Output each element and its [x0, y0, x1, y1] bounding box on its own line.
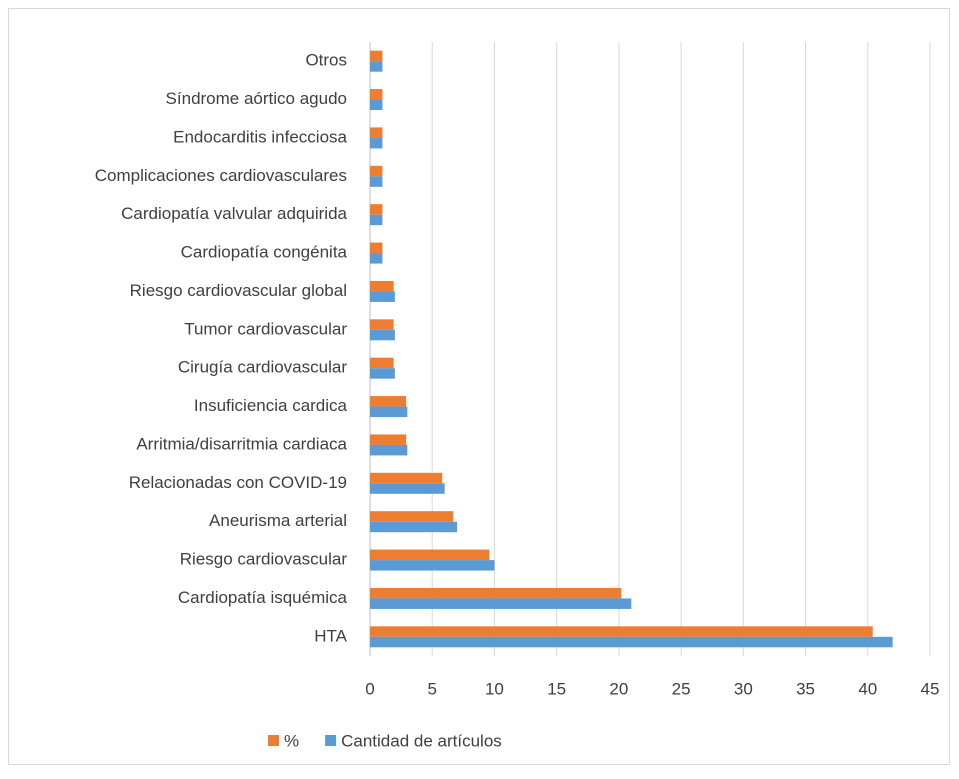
y-tick-label: Cardiopatía congénita — [181, 243, 348, 262]
bar — [370, 204, 383, 215]
bar — [370, 626, 873, 637]
bar — [370, 214, 383, 226]
legend-label: % — [284, 731, 299, 750]
x-tick-label: 35 — [796, 679, 815, 698]
bar — [370, 521, 458, 533]
y-tick-label: Riesgo cardiovascular — [180, 550, 348, 569]
bar — [370, 50, 383, 62]
legend-swatch — [325, 735, 337, 746]
bar — [370, 368, 395, 379]
bar — [370, 483, 445, 494]
legend-label: Cantidad de artículos — [341, 731, 502, 750]
legend-swatch — [268, 735, 279, 746]
y-tick-label: Relacionadas con COVID-19 — [129, 473, 347, 492]
x-tick-label: 20 — [609, 679, 628, 698]
y-tick-label: Síndrome aórtico agudo — [166, 89, 347, 108]
bar — [370, 444, 408, 456]
bar — [370, 242, 383, 254]
y-tick-label: Cardiopatía valvular adquirida — [121, 204, 347, 223]
bar — [370, 291, 395, 302]
x-tick-label: 40 — [858, 679, 877, 698]
x-tick-label: 15 — [547, 679, 566, 698]
bar — [370, 176, 383, 187]
y-tick-label: Otros — [305, 51, 347, 70]
bar — [370, 636, 893, 648]
bar — [370, 99, 383, 111]
x-tick-label: 10 — [485, 679, 504, 698]
bar — [370, 406, 408, 418]
bar — [370, 89, 383, 100]
bar — [370, 165, 383, 177]
x-tick-label: 25 — [672, 679, 691, 698]
bar — [370, 587, 622, 599]
y-tick-label: Cardiopatía isquémica — [178, 588, 348, 607]
bar — [370, 598, 632, 609]
bar — [370, 357, 394, 369]
y-tick-label: HTA — [314, 626, 347, 645]
bar — [370, 253, 383, 264]
y-tick-label: Cirugía cardiovascular — [178, 358, 347, 377]
y-tick-label: Riesgo cardiovascular global — [130, 281, 347, 300]
x-tick-label: 30 — [734, 679, 753, 698]
bar — [370, 319, 394, 330]
y-tick-label: Insuficiencia cardica — [194, 396, 348, 415]
bar — [370, 127, 383, 138]
bar — [370, 549, 490, 561]
y-tick-label: Tumor cardiovascular — [184, 319, 347, 338]
chart-border — [8, 8, 950, 765]
bar — [370, 396, 407, 407]
bar — [370, 137, 383, 149]
x-tick-label: 45 — [921, 679, 940, 698]
y-tick-label: Endocarditis infecciosa — [173, 127, 347, 146]
bar — [370, 280, 394, 292]
x-tick-label: 0 — [365, 679, 374, 698]
y-tick-label: Arritmia/disarritmia cardiaca — [136, 434, 347, 453]
bar — [370, 329, 395, 341]
bar — [370, 472, 443, 484]
bar — [370, 511, 454, 522]
bar — [370, 560, 495, 571]
bar — [370, 434, 407, 445]
x-tick-label: 5 — [427, 679, 436, 698]
bar — [370, 61, 383, 72]
y-tick-label: Aneurisma arterial — [209, 511, 347, 530]
y-tick-label: Complicaciones cardiovasculares — [95, 166, 347, 185]
